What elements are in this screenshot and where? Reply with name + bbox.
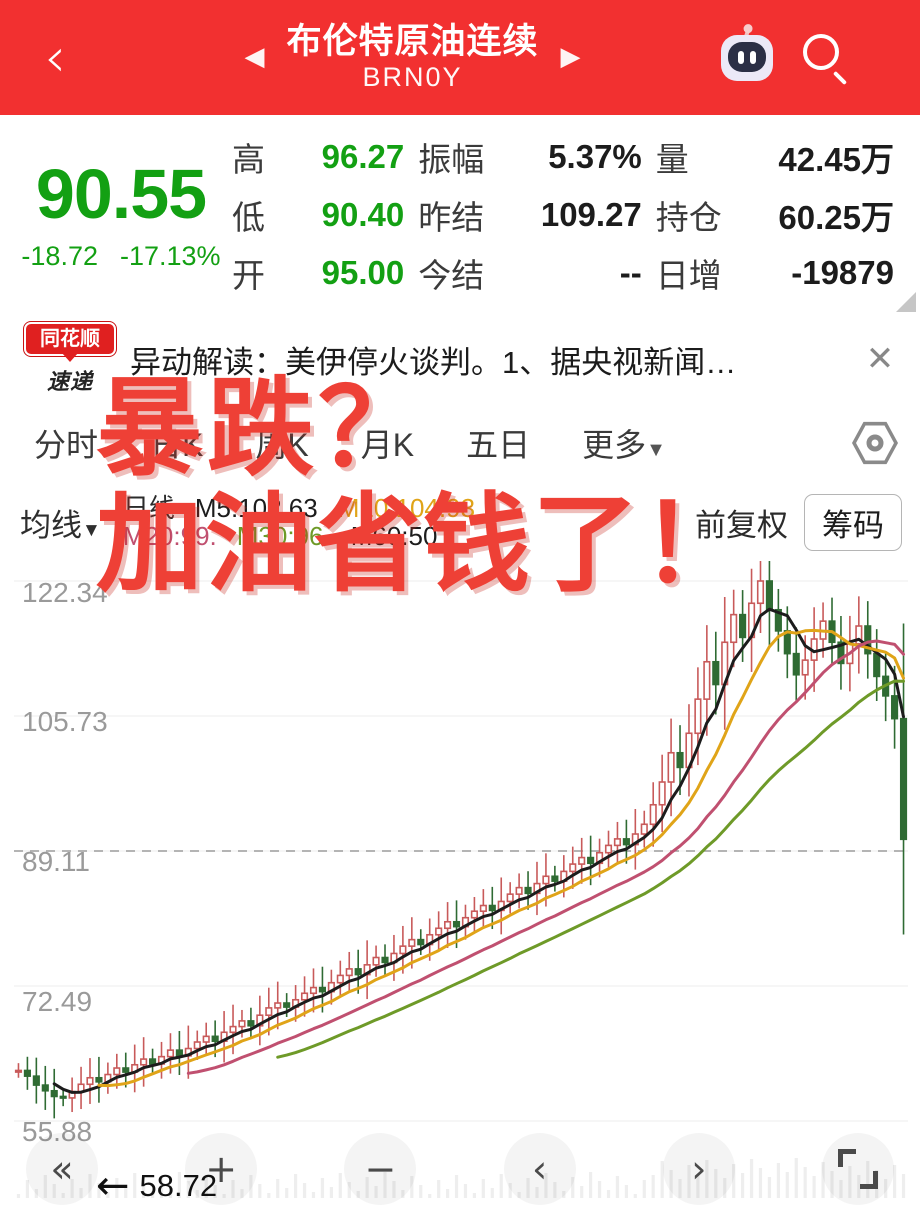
ma-value-m10: M10:104.93 bbox=[337, 492, 476, 523]
ths-logo-top: 同花顺 bbox=[24, 322, 116, 356]
instrument-titles[interactable]: 布伦特原油连续 BRN0Y bbox=[286, 22, 538, 94]
expand-corner-icon[interactable] bbox=[896, 292, 916, 312]
chevron-down-icon: ▼ bbox=[646, 439, 666, 461]
jump-start-button[interactable]: « bbox=[26, 1133, 98, 1205]
back-chevron-icon: ‹ bbox=[44, 25, 66, 89]
stat-value-low: 90.40 bbox=[321, 196, 405, 233]
prev-instrument-icon[interactable]: ◀ bbox=[244, 42, 265, 73]
ths-logo-bottom: 速递 bbox=[46, 369, 93, 394]
stat-value-open: 95.00 bbox=[321, 254, 405, 291]
ma-value-m5: M5:102.63 bbox=[194, 492, 318, 523]
ma-value-m30: M30:96. bbox=[236, 521, 331, 551]
stat-value-prev-settle: 109.27 bbox=[540, 196, 642, 233]
stat-value-settle: -- bbox=[619, 254, 642, 291]
news-banner[interactable]: 同花顺 速递 异动解读：美伊停火谈判。1、据央视新闻… ✕ bbox=[0, 315, 920, 403]
hex-target-icon[interactable] bbox=[852, 420, 898, 466]
stat-label-open-interest: 持仓 bbox=[655, 199, 722, 236]
tab-daily-k[interactable]: 日K bbox=[150, 427, 204, 463]
stat-label-amplitude: 振幅 bbox=[418, 141, 485, 178]
search-icon[interactable] bbox=[801, 32, 853, 85]
y-axis-label-0: 122.34 bbox=[22, 577, 108, 608]
ma-values-row-1: 日线 M5:102.63 M10:104.93 bbox=[123, 494, 695, 522]
chart-canvas bbox=[14, 561, 908, 1198]
tab-five-day[interactable]: 五日 bbox=[466, 427, 531, 463]
ma-values-row-2: M20:99. M30:96. M60:50 bbox=[123, 522, 695, 550]
last-price-block: 90.55 -18.72 -17.13% bbox=[10, 159, 232, 272]
stat-label-prev-settle: 昨结 bbox=[418, 199, 485, 236]
stat-value-open-interest: 60.25万 bbox=[778, 199, 894, 236]
quote-panel: 90.55 -18.72 -17.13% 高 96.27 振幅 5.37% 量 … bbox=[0, 115, 920, 315]
app-header: ‹ ◀ 布伦特原油连续 BRN0Y ▶ bbox=[0, 0, 920, 115]
pan-left-button[interactable]: ‹ bbox=[503, 1133, 576, 1205]
ma-toggle-button[interactable]: 均线▼ bbox=[20, 500, 101, 545]
header-actions bbox=[715, 28, 920, 85]
ma-values: 日线 M5:102.63 M10:104.93 M20:99. M30:96. M60:… bbox=[101, 494, 695, 550]
ma-value-m60: M60:50 bbox=[350, 521, 438, 551]
ths-express-logo: 同花顺 速递 bbox=[24, 322, 116, 396]
back-button[interactable]: ‹ bbox=[0, 25, 110, 89]
tab-fenshi[interactable]: 分时 bbox=[34, 427, 99, 463]
stat-value-volume: 42.45万 bbox=[778, 141, 894, 178]
header-title-group: ◀ 布伦特原油连续 BRN0Y ▶ bbox=[110, 22, 715, 94]
tab-weekly-k[interactable]: 周K bbox=[255, 427, 309, 463]
tab-more[interactable]: 更多▼ bbox=[556, 420, 692, 466]
chart-tabs: 分时 日K 周K 月K 五日 更多▼ bbox=[0, 403, 920, 483]
instrument-name: 布伦特原油连续 bbox=[286, 21, 539, 61]
change-percent: -17.13% bbox=[119, 240, 221, 271]
quote-stats-grid: 高 96.27 振幅 5.37% 量 42.45万 低 90.40 昨结 109… bbox=[232, 133, 908, 297]
next-instrument-icon[interactable]: ▶ bbox=[560, 42, 581, 73]
stat-value-daily-change: -19879 bbox=[791, 254, 894, 291]
grid-lines bbox=[14, 580, 908, 1122]
stat-label-daily-change: 日增 bbox=[655, 257, 722, 294]
change-absolute: -18.72 bbox=[21, 240, 98, 271]
fullscreen-button[interactable] bbox=[822, 1133, 895, 1205]
chevron-down-icon: ▼ bbox=[82, 519, 101, 541]
ma-toggle-label: 均线 bbox=[20, 507, 82, 543]
y-axis-label-1: 105.73 bbox=[22, 706, 108, 737]
candlestick-chart[interactable]: 122.34 105.73 89.11 72.49 55.88 ← 58.72 … bbox=[0, 561, 920, 1216]
robot-assistant-icon[interactable] bbox=[721, 28, 773, 84]
last-price: 90.55 bbox=[35, 154, 207, 233]
stat-label-low: 低 bbox=[232, 199, 265, 236]
y-axis-label-4: 55.88 bbox=[22, 1116, 93, 1147]
stat-value-high: 96.27 bbox=[321, 138, 405, 175]
kline-type-label: 日线 bbox=[122, 492, 175, 523]
close-icon[interactable]: ✕ bbox=[865, 340, 895, 378]
tab-monthly-k[interactable]: 月K bbox=[360, 427, 415, 463]
stat-label-volume: 量 bbox=[655, 141, 689, 178]
ma-legend-bar: 均线▼ 日线 M5:102.63 M10:104.93 M20:99. M30:96.… bbox=[0, 483, 920, 561]
stat-label-open: 开 bbox=[232, 257, 265, 294]
stat-value-amplitude: 5.37% bbox=[548, 138, 642, 175]
zoom-in-button[interactable]: + bbox=[185, 1133, 258, 1205]
adjust-mode-label[interactable]: 前复权 bbox=[695, 507, 788, 543]
y-axis-label-3: 72.49 bbox=[22, 986, 93, 1017]
tab-more-label: 更多 bbox=[582, 427, 647, 463]
chips-button[interactable]: 筹码 bbox=[804, 493, 902, 551]
news-headline[interactable]: 异动解读：美伊停火谈判。1、据央视新闻… bbox=[130, 344, 737, 380]
ma-line-series bbox=[52, 607, 905, 1094]
instrument-code: BRN0Y bbox=[362, 61, 463, 92]
stat-label-high: 高 bbox=[232, 141, 265, 178]
chart-toolbar: « + − ‹ › bbox=[0, 1130, 920, 1208]
stat-label-settle: 今结 bbox=[418, 257, 485, 294]
zoom-out-button[interactable]: − bbox=[344, 1133, 417, 1205]
ma-value-m20: M20:99. bbox=[122, 521, 217, 551]
candle-series bbox=[14, 561, 908, 1119]
fullscreen-icon bbox=[838, 1149, 879, 1189]
pan-right-button[interactable]: › bbox=[662, 1133, 735, 1205]
y-axis-label-2: 89.11 bbox=[22, 846, 90, 877]
